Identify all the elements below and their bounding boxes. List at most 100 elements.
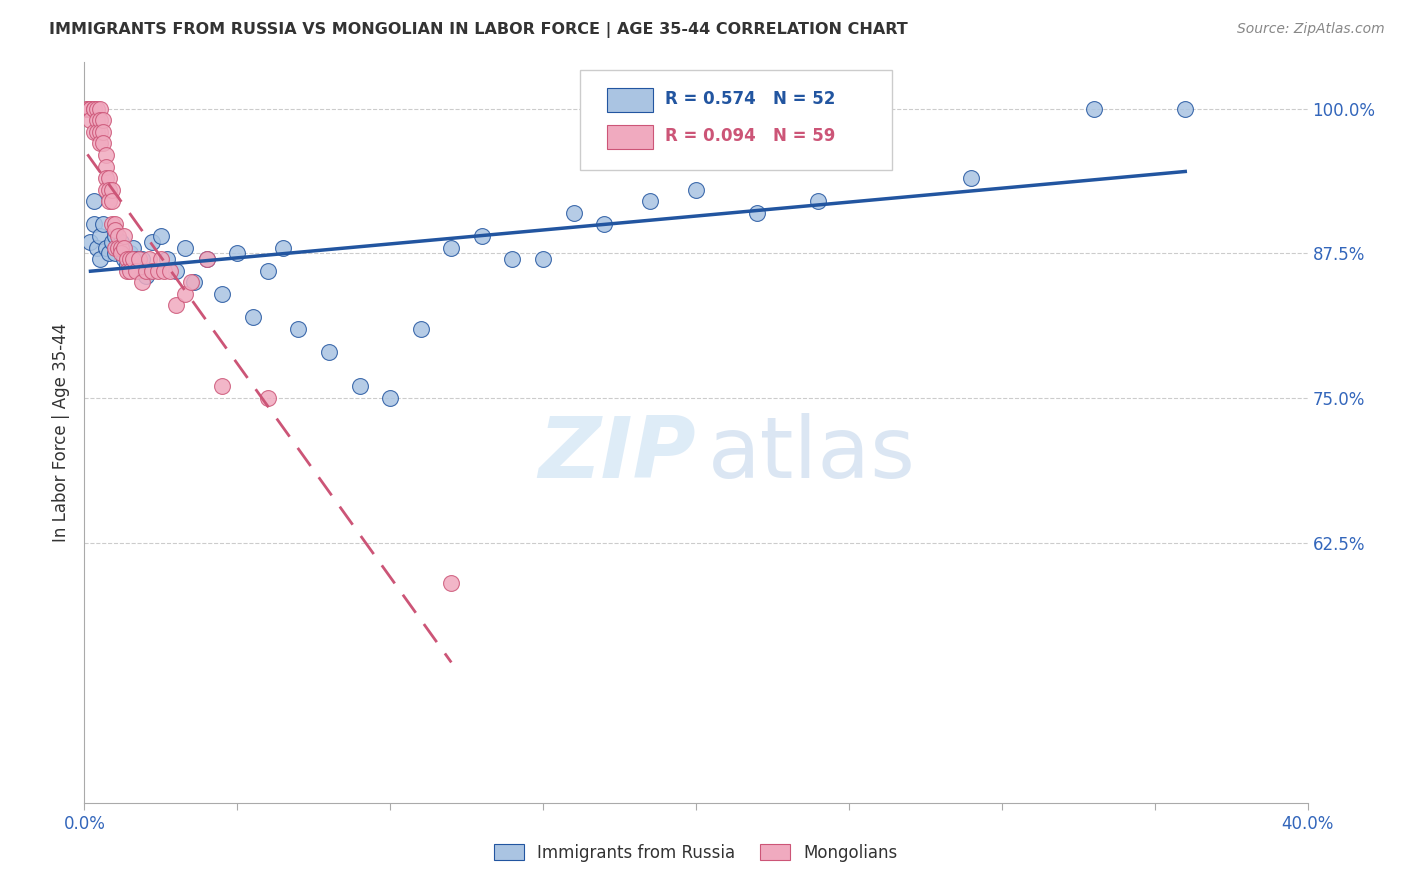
Point (440, 576, 463, 591)
Text: IMMIGRANTS FROM RUSSIA VS MONGOLIAN IN LABOR FORCE | AGE 35-44 CORRELATION CHART: IMMIGRANTS FROM RUSSIA VS MONGOLIAN IN L… (49, 22, 908, 38)
Point (86, 125, 108, 139)
Point (807, 194, 830, 209)
Point (86, 102, 108, 116)
Point (76, 102, 98, 116)
Point (86, 113, 108, 128)
Point (97, 194, 120, 209)
Text: R = 0.094   N = 59: R = 0.094 N = 59 (665, 128, 835, 145)
Bar (606, 125, 654, 149)
Point (94, 148, 117, 162)
Point (115, 258, 138, 272)
Legend: Immigrants from Russia, Mongolians: Immigrants from Russia, Mongolians (488, 838, 904, 869)
Point (110, 246, 132, 260)
Point (101, 183, 124, 197)
Point (287, 321, 309, 335)
Point (107, 240, 129, 254)
Point (562, 206, 585, 220)
Point (97, 246, 120, 260)
Point (104, 246, 127, 260)
Point (89, 125, 111, 139)
Point (165, 263, 187, 277)
Point (685, 183, 707, 197)
Point (257, 391, 280, 405)
Point (440, 240, 463, 254)
Point (174, 240, 197, 254)
Text: atlas: atlas (709, 413, 917, 496)
Point (110, 240, 132, 254)
Point (115, 263, 138, 277)
Point (195, 252, 218, 266)
Point (211, 379, 233, 393)
Point (271, 240, 294, 254)
Point (110, 235, 132, 249)
Point (174, 286, 197, 301)
Point (349, 379, 371, 393)
Point (94, 240, 117, 254)
Point (180, 275, 202, 289)
Point (149, 229, 172, 244)
Point (94, 171, 117, 186)
Point (89, 229, 111, 244)
Point (409, 321, 432, 335)
Point (125, 263, 148, 277)
Point (91, 136, 114, 151)
Point (104, 218, 127, 232)
Bar (606, 87, 654, 112)
Point (122, 240, 145, 254)
Point (112, 252, 135, 266)
Text: ZIP: ZIP (538, 413, 696, 496)
Point (83, 194, 105, 209)
Point (104, 223, 127, 237)
Point (107, 240, 129, 254)
Point (211, 286, 233, 301)
Point (960, 171, 983, 186)
Point (112, 229, 135, 244)
Point (195, 252, 218, 266)
Text: R = 0.574   N = 52: R = 0.574 N = 52 (665, 90, 835, 109)
Point (101, 194, 124, 209)
Point (638, 194, 661, 209)
Point (141, 235, 163, 249)
Point (79, 102, 101, 116)
Point (94, 160, 117, 174)
Point (502, 252, 524, 266)
Point (242, 310, 264, 324)
Point (131, 275, 153, 289)
Point (79, 235, 101, 249)
Point (83, 125, 105, 139)
Point (128, 252, 150, 266)
Point (165, 298, 187, 312)
Point (83, 102, 105, 116)
Point (471, 229, 494, 244)
Point (112, 240, 135, 254)
Point (79, 113, 101, 128)
Point (83, 102, 105, 116)
Point (120, 263, 142, 277)
Point (89, 113, 111, 128)
Point (153, 263, 176, 277)
Point (128, 263, 150, 277)
Point (159, 263, 181, 277)
Point (146, 263, 169, 277)
Point (89, 102, 111, 116)
Point (97, 171, 120, 186)
Point (120, 252, 142, 266)
Point (97, 183, 120, 197)
Point (101, 218, 124, 232)
Point (318, 344, 340, 359)
Point (89, 252, 111, 266)
Point (89, 136, 111, 151)
Point (138, 252, 160, 266)
Point (91, 218, 114, 232)
Y-axis label: In Labor Force | Age 35-44: In Labor Force | Age 35-44 (52, 323, 70, 542)
Point (91, 125, 114, 139)
Point (83, 218, 105, 232)
Point (101, 235, 124, 249)
Point (125, 252, 148, 266)
Point (122, 252, 145, 266)
Point (131, 252, 153, 266)
Point (747, 206, 769, 220)
Point (226, 246, 249, 260)
Point (593, 218, 616, 232)
Point (104, 229, 127, 244)
